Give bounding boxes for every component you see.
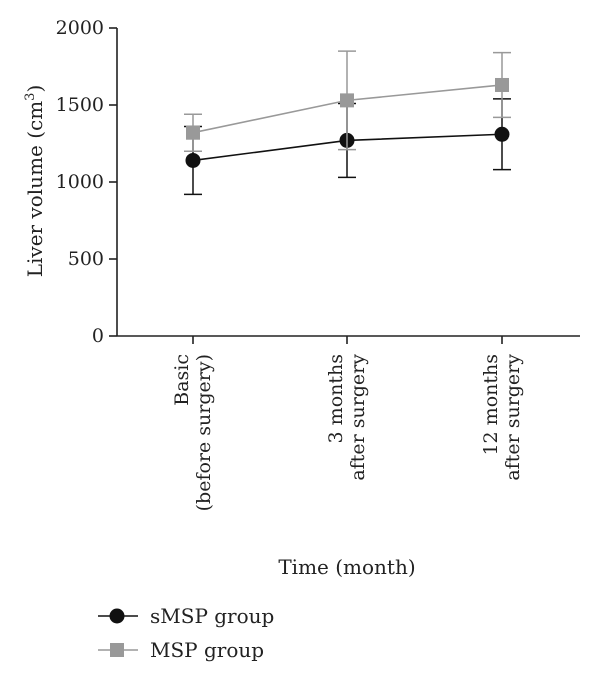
series-msp-group: [184, 50, 511, 152]
y-axis-title: Liver volume (cm3): [23, 85, 47, 278]
x-tick-label-line: 12 months: [480, 354, 502, 456]
y-tick-label: 500: [68, 248, 104, 270]
x-axis-title: Time (month): [278, 555, 415, 579]
x-tick-label: Basic (before surgery): [171, 354, 215, 511]
x-tick-label: 3 months after surgery: [325, 354, 369, 481]
y-tick-label: 1000: [56, 171, 104, 193]
series-layer: [184, 50, 511, 196]
legend-marker: [109, 608, 125, 624]
legend-label: sMSP group: [150, 604, 274, 628]
legend-marker: [110, 643, 124, 657]
data-point: [340, 93, 354, 108]
y-axis-title-end: ): [23, 85, 47, 93]
x-tick-label-line: Basic: [171, 354, 193, 406]
legend: sMSP group MSP group: [98, 604, 274, 662]
x-tick-label-line: (before surgery): [193, 354, 215, 511]
x-axis: Basic (before surgery) 3 months after surge…: [117, 335, 580, 511]
y-tick-label: 0: [92, 325, 104, 347]
y-axis-title-superscript: 3: [23, 93, 38, 101]
y-tick-label: 1500: [56, 94, 104, 116]
data-point: [185, 152, 201, 168]
legend-item: MSP group: [98, 638, 264, 662]
data-point: [495, 77, 509, 92]
data-point: [494, 126, 510, 142]
x-tick-label: 12 months after surgery: [480, 354, 524, 481]
x-tick-label-line: after surgery: [502, 354, 524, 481]
y-tick-label: 2000: [56, 17, 104, 39]
x-tick-label-line: after surgery: [347, 354, 369, 481]
y-axis: 0 500 1000 1500 2000: [56, 17, 118, 347]
legend-item: sMSP group: [98, 604, 274, 628]
legend-label: MSP group: [150, 638, 264, 662]
x-tick-label-line: 3 months: [325, 354, 347, 443]
data-point: [186, 125, 200, 140]
y-axis-title-main: Liver volume (cm: [23, 101, 47, 278]
